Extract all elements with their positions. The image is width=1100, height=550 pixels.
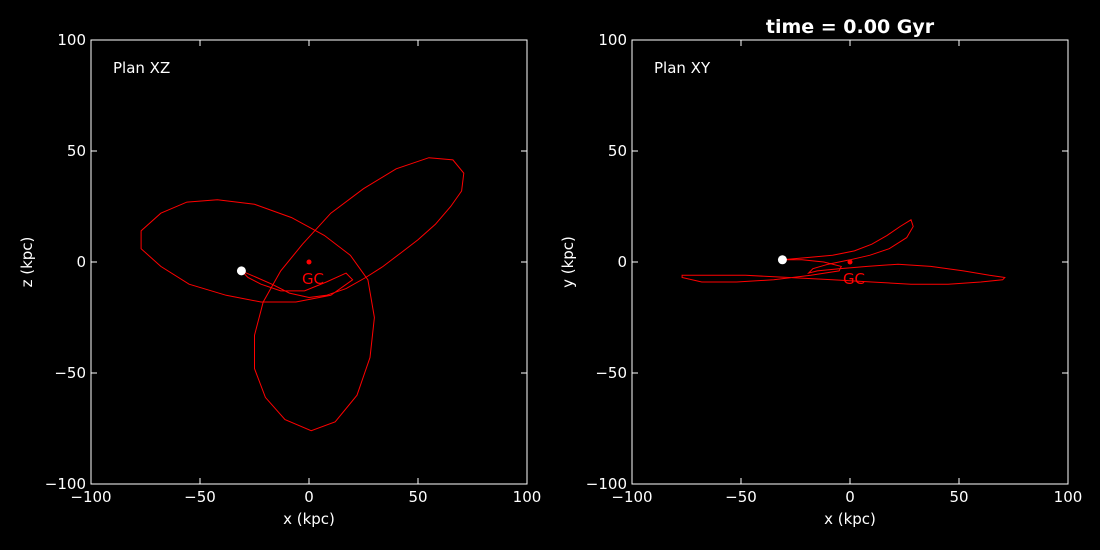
- panel-xz-galactic-center-label: GC: [302, 270, 324, 288]
- panel-xy-galactic-center-point: [847, 259, 853, 265]
- x-tick-label: 0: [845, 488, 855, 506]
- panel-xy-galactic-center-label: GC: [843, 270, 865, 288]
- panel-xz-ticks: −100 −50 0 50 100 −100 −50 0 50 100: [45, 31, 542, 506]
- panel-xy-orbit-line: [681, 219, 1006, 285]
- x-tick-label: −100: [611, 488, 652, 506]
- x-tick-label: 100: [1054, 488, 1083, 506]
- panel-xz: −100 −50 0 50 100 −100 −50 0 50 100 GC Plan XZ x …: [18, 31, 541, 528]
- y-tick-label: −100: [45, 475, 86, 493]
- panel-xz-xlabel: x (kpc): [283, 510, 335, 528]
- panel-xz-galactic-center-point: [306, 259, 312, 265]
- panel-xy-xlabel: x (kpc): [824, 510, 876, 528]
- y-tick-label: 100: [598, 31, 627, 49]
- panel-xy-annotation: Plan XY: [654, 59, 711, 77]
- panel-xz-orbit-line: [140, 157, 465, 432]
- panel-xy-satellite-marker: [777, 255, 787, 265]
- x-tick-label: 0: [304, 488, 314, 506]
- panel-xy-ticks: −100 −50 0 50 100 −100 −50 0 50 100: [586, 31, 1083, 506]
- x-tick-label: −50: [725, 488, 757, 506]
- figure-title: time = 0.00 Gyr: [766, 16, 935, 38]
- y-tick-label: 100: [57, 31, 86, 49]
- panel-xz-satellite-marker: [236, 266, 246, 276]
- panel-xy: −100 −50 0 50 100 −100 −50 0 50 100 GC Plan XY x …: [559, 31, 1082, 528]
- x-tick-label: −50: [184, 488, 216, 506]
- x-tick-label: 50: [949, 488, 968, 506]
- y-tick-label: −50: [595, 364, 627, 382]
- y-tick-label: 0: [76, 253, 86, 271]
- y-tick-label: −100: [586, 475, 627, 493]
- x-tick-label: 50: [408, 488, 427, 506]
- panel-xz-annotation: Plan XZ: [113, 59, 170, 77]
- x-tick-label: −100: [70, 488, 111, 506]
- y-tick-label: 50: [608, 142, 627, 160]
- panel-xz-ylabel: z (kpc): [18, 237, 36, 288]
- y-tick-label: −50: [54, 364, 86, 382]
- panel-xy-ylabel: y (kpc): [559, 236, 577, 288]
- y-tick-label: 0: [617, 253, 627, 271]
- x-tick-label: 100: [513, 488, 542, 506]
- y-tick-label: 50: [67, 142, 86, 160]
